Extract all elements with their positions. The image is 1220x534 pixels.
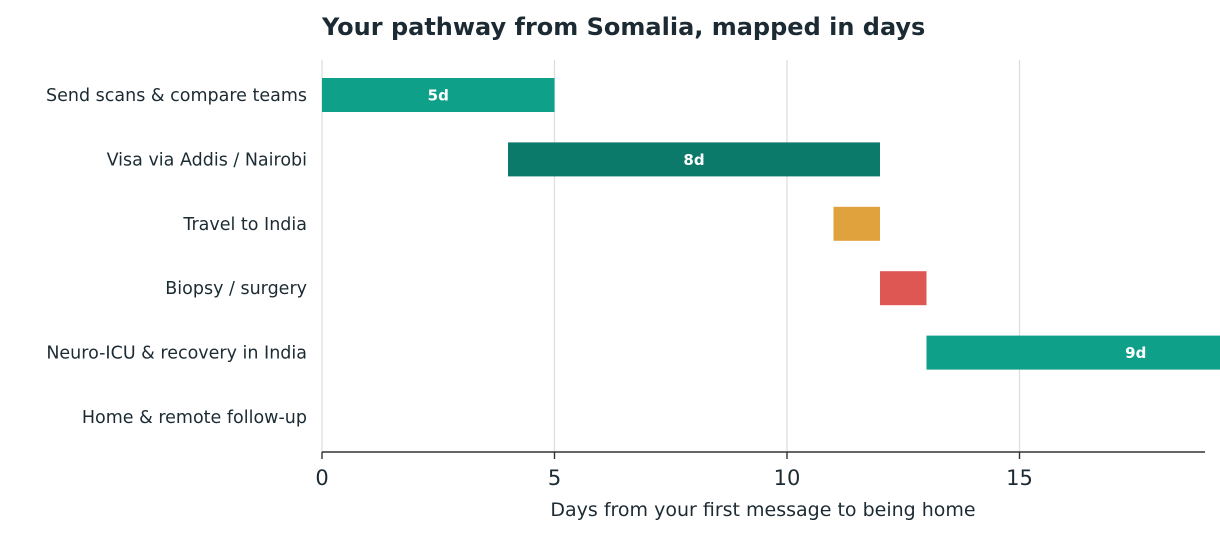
task-category-label: Neuro-ICU & recovery in India bbox=[46, 344, 307, 364]
task-bar bbox=[926, 335, 1220, 370]
grid-lines bbox=[321, 60, 1021, 452]
task-category-label: Visa via Addis / Nairobi bbox=[107, 150, 307, 170]
x-tick-label: 15 bbox=[1006, 466, 1033, 490]
bars: 5d8d9d15d bbox=[322, 78, 1220, 370]
task-bar bbox=[833, 206, 880, 241]
task-bar bbox=[880, 271, 927, 306]
task-category-label: Travel to India bbox=[182, 215, 307, 235]
x-tick-label: 10 bbox=[774, 466, 801, 490]
task-category-label: Biopsy / surgery bbox=[165, 279, 307, 299]
task-category-label: Send scans & compare teams bbox=[46, 86, 307, 106]
task-bar bbox=[508, 142, 880, 177]
task-duration-label: 5d bbox=[428, 87, 449, 105]
task-bar bbox=[322, 78, 555, 112]
task-category-label: Home & remote follow-up bbox=[82, 408, 307, 428]
x-axis-title: Days from your first message to being ho… bbox=[550, 499, 975, 521]
category-labels: Send scans & compare teams Visa via Addis… bbox=[46, 86, 307, 428]
chart-title: Your pathway from Somalia, mapped in day… bbox=[321, 13, 925, 41]
x-axis: 05101520253035 bbox=[315, 451, 1205, 490]
task-duration-label: 8d bbox=[683, 151, 704, 169]
x-tick-label: 0 bbox=[315, 466, 328, 490]
task-duration-label: 9d bbox=[1125, 344, 1146, 362]
x-tick-label: 5 bbox=[548, 466, 561, 490]
